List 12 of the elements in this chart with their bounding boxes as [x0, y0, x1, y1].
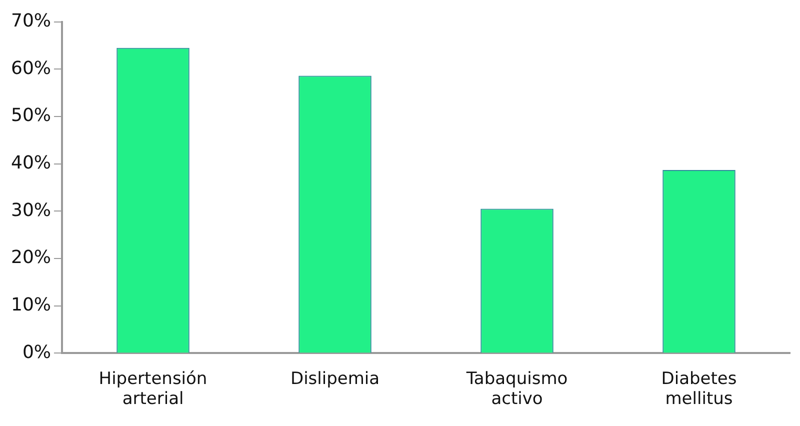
y-tick-label: 60%	[10, 58, 52, 79]
y-tick-label: 70%	[10, 10, 52, 32]
y-tick-label: 10%	[10, 294, 52, 316]
y-tick-label: 0%	[22, 342, 52, 363]
y-tick-label: 30%	[10, 200, 52, 221]
x-tick-label: Diabetes mellitus	[661, 368, 737, 410]
x-tick-label: Tabaquismo activo	[465, 368, 568, 410]
x-tick-label: Hipertensión arterial	[98, 368, 208, 410]
y-tick-label: 50%	[10, 105, 52, 126]
y-tick-label: 20%	[10, 247, 52, 268]
y-tick-label: 40%	[10, 152, 52, 174]
x-tick-label: Dislipemia	[290, 368, 380, 389]
